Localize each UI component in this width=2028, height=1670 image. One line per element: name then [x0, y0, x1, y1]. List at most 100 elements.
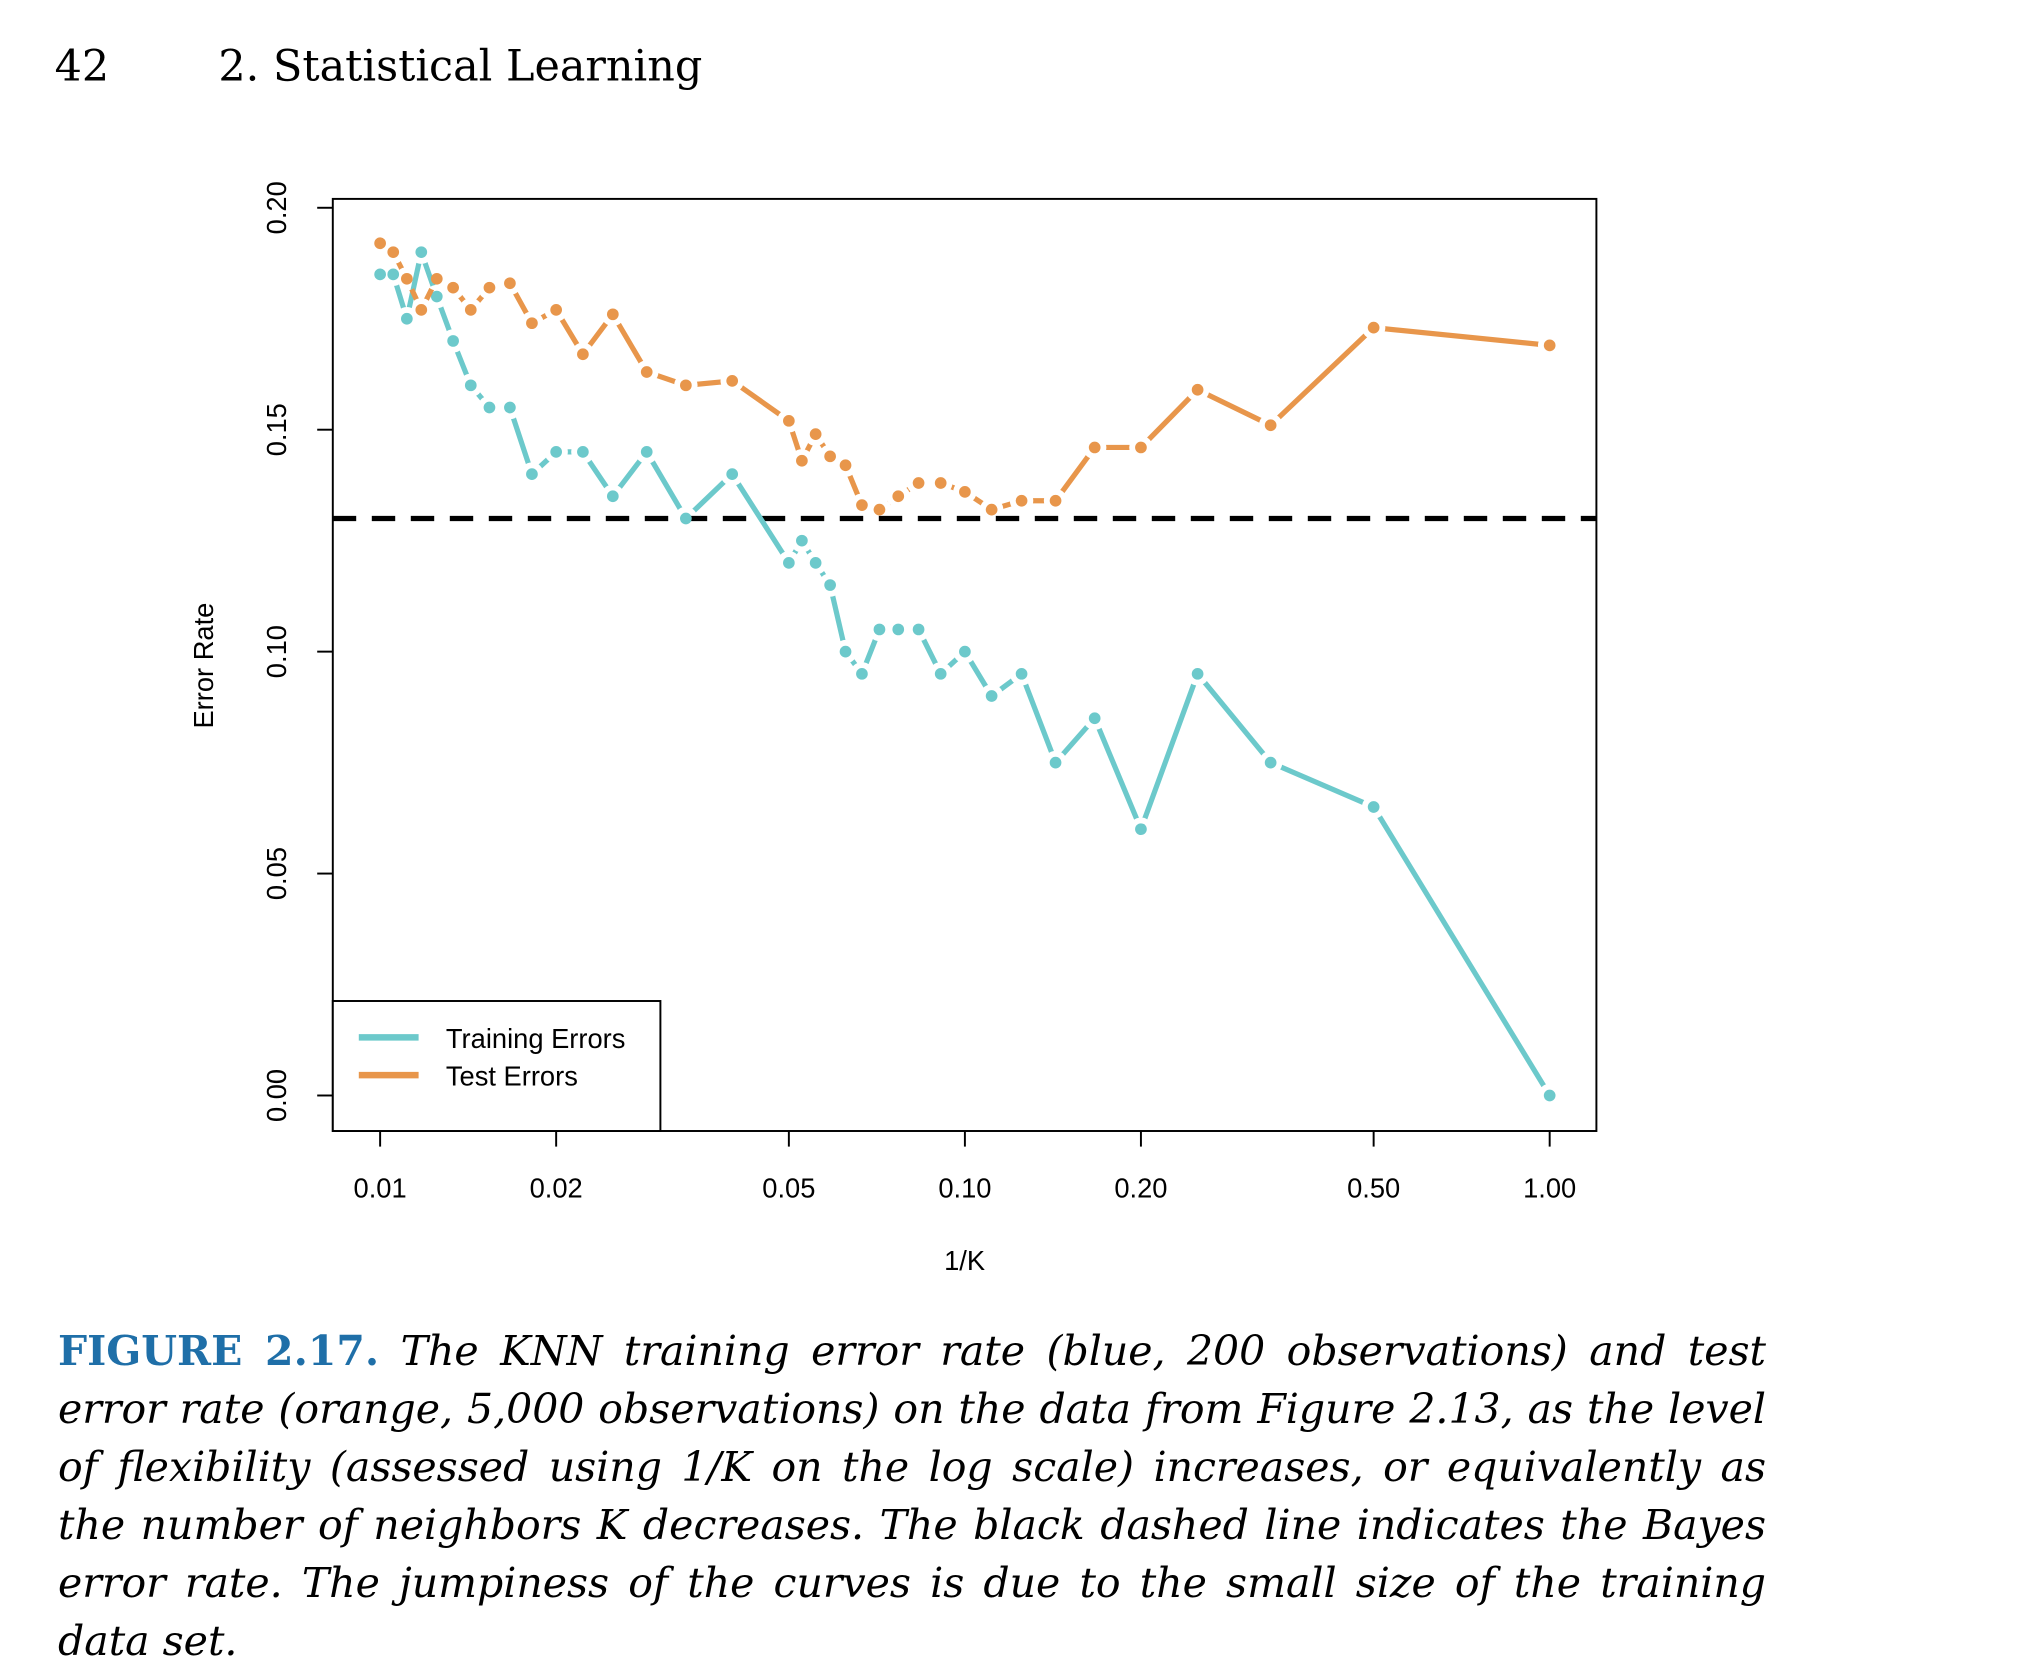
data-point	[447, 335, 459, 347]
plot-frame	[331, 197, 1598, 1132]
data-point	[483, 401, 496, 414]
legend-label: Training Errors	[446, 1023, 626, 1054]
data-point	[1015, 494, 1028, 507]
data-point	[959, 485, 971, 498]
data-point	[430, 272, 443, 285]
data-point	[1049, 756, 1062, 769]
data-point	[1264, 419, 1277, 432]
data-point	[873, 623, 886, 636]
page-number: 42	[55, 42, 110, 92]
data-point	[526, 317, 538, 330]
data-point	[1264, 756, 1277, 769]
data-point	[401, 272, 413, 285]
data-point	[783, 414, 795, 427]
caption-label: FIGURE 2.17.	[58, 1327, 380, 1375]
data-point	[1015, 667, 1028, 680]
data-point	[856, 499, 868, 512]
y-tick-label: 0.00	[261, 1069, 292, 1122]
data-point	[374, 268, 386, 281]
series-line	[378, 241, 1550, 513]
data-point	[839, 645, 852, 658]
data-point	[1367, 801, 1380, 813]
data-point	[809, 557, 822, 569]
data-point	[959, 645, 971, 658]
data-point	[640, 446, 653, 458]
data-point	[464, 304, 477, 316]
figure: 42 2. Statistical Learning 1/K Error Rat…	[55, 42, 1598, 1276]
y-tick-label: 0.10	[261, 625, 292, 678]
legend-label: Test Errors	[446, 1061, 578, 1092]
x-tick-label: 0.05	[762, 1172, 815, 1203]
data-point	[526, 468, 538, 480]
data-point	[401, 312, 413, 325]
x-tick-label: 0.10	[938, 1172, 991, 1203]
data-point	[680, 379, 692, 392]
x-tick-label: 0.20	[1114, 1172, 1167, 1203]
data-point	[873, 503, 886, 516]
data-point	[1135, 823, 1147, 836]
data-point	[1135, 441, 1147, 454]
data-point	[934, 477, 947, 489]
data-point	[577, 446, 589, 458]
data-point	[726, 468, 739, 480]
y-axis-label: Error Rate	[188, 603, 219, 729]
data-point	[1543, 1089, 1556, 1102]
data-point	[387, 246, 400, 259]
y-tick-label: 0.05	[261, 847, 292, 900]
data-point	[550, 304, 563, 316]
data-point	[430, 290, 443, 303]
data-point	[504, 277, 516, 290]
data-point	[892, 623, 905, 636]
data-point	[985, 503, 998, 516]
data-point	[839, 459, 852, 472]
data-point	[1088, 712, 1101, 725]
caption-text: The KNN training error rate (blue, 200 o…	[58, 1327, 1766, 1665]
data-point	[577, 348, 589, 361]
data-point	[387, 268, 400, 281]
data-point	[640, 366, 653, 378]
data-point	[934, 667, 947, 680]
data-point	[824, 579, 836, 591]
x-tick-label: 1.00	[1523, 1172, 1576, 1203]
data-point	[796, 454, 808, 467]
series-line	[380, 242, 1552, 1097]
data-point	[1088, 441, 1101, 454]
caption: FIGURE 2.17. The KNN training error rate…	[58, 1322, 1766, 1670]
data-point	[1049, 494, 1062, 507]
data-point	[912, 623, 925, 636]
x-axis-label: 1/K	[944, 1245, 985, 1276]
data-point	[447, 281, 459, 294]
data-point	[464, 379, 477, 392]
data-point	[824, 450, 836, 463]
data-point	[606, 490, 619, 503]
data-point	[483, 281, 496, 294]
data-point	[985, 690, 998, 702]
data-point	[415, 246, 428, 259]
data-point	[796, 534, 808, 547]
x-tick-label: 0.02	[530, 1172, 583, 1203]
data-point	[912, 477, 925, 489]
data-point	[550, 446, 563, 458]
data-point	[1543, 339, 1556, 352]
legend-box	[331, 1000, 662, 1132]
data-point	[892, 490, 905, 503]
data-point	[809, 428, 822, 440]
data-point	[856, 667, 868, 680]
data-point	[606, 308, 619, 321]
data-point	[1367, 321, 1380, 334]
data-point	[726, 375, 739, 387]
x-tick-label: 0.50	[1347, 1172, 1400, 1203]
data-point	[374, 237, 386, 250]
data-point	[1191, 383, 1204, 396]
y-tick-label: 0.20	[261, 181, 292, 234]
data-point	[1191, 667, 1204, 680]
data-point	[504, 401, 516, 414]
data-point	[680, 512, 692, 525]
data-point	[415, 304, 428, 316]
section-title: 2. Statistical Learning	[218, 42, 702, 92]
data-point	[783, 557, 795, 569]
y-tick-label: 0.15	[261, 403, 292, 456]
x-tick-label: 0.01	[354, 1172, 407, 1203]
